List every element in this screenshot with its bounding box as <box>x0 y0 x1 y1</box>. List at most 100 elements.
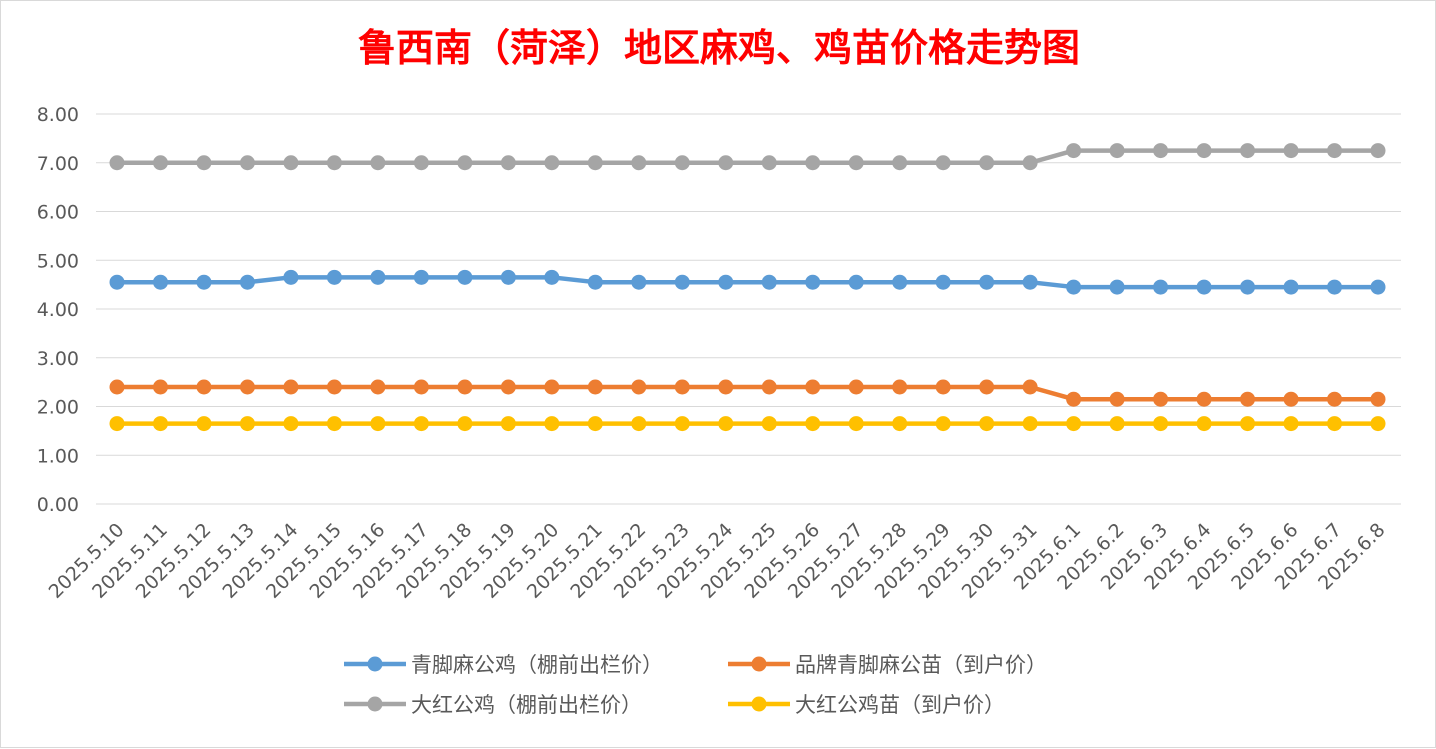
data-point <box>674 155 690 171</box>
data-point <box>283 416 299 432</box>
data-point <box>587 416 603 432</box>
y-tick-label: 3.00 <box>37 348 79 370</box>
data-point <box>544 269 560 285</box>
data-point <box>1109 416 1125 432</box>
data-point <box>109 155 125 171</box>
legend-item: 大红公鸡苗（到户价） <box>728 693 1005 717</box>
data-point <box>1196 143 1212 159</box>
legend-item: 品牌青脚麻公苗（到户价） <box>728 653 1047 677</box>
y-tick-label: 4.00 <box>37 299 79 321</box>
data-point <box>457 155 473 171</box>
data-point <box>761 379 777 395</box>
data-point <box>935 416 951 432</box>
data-point <box>1196 279 1212 295</box>
data-point <box>1240 416 1256 432</box>
data-point <box>674 379 690 395</box>
data-point <box>1370 391 1386 407</box>
data-point <box>979 274 995 290</box>
data-point <box>1283 416 1299 432</box>
series-3 <box>109 416 1386 432</box>
data-point <box>1327 416 1343 432</box>
data-point <box>413 416 429 432</box>
data-point <box>457 416 473 432</box>
data-point <box>544 416 560 432</box>
data-point <box>718 379 734 395</box>
data-point <box>1327 279 1343 295</box>
data-point <box>674 416 690 432</box>
y-axis: 0.00 1.00 2.00 3.00 4.00 5.00 6.00 7.00 8.00 <box>37 104 79 516</box>
data-point <box>979 416 995 432</box>
series-line <box>114 148 1381 165</box>
data-point <box>1370 143 1386 159</box>
data-point <box>500 269 516 285</box>
data-point <box>1066 279 1082 295</box>
data-point <box>413 269 429 285</box>
data-point <box>718 155 734 171</box>
grid-lines <box>96 113 1401 505</box>
data-point <box>1066 416 1082 432</box>
data-point <box>370 269 386 285</box>
data-point <box>587 274 603 290</box>
data-point <box>326 269 342 285</box>
data-point <box>805 274 821 290</box>
data-point <box>848 379 864 395</box>
data-point <box>1240 279 1256 295</box>
legend-label: 品牌青脚麻公苗（到户价） <box>795 653 1047 677</box>
data-point <box>544 379 560 395</box>
data-point <box>283 155 299 171</box>
series-line <box>114 275 1381 290</box>
data-point <box>1240 391 1256 407</box>
legend-label: 大红公鸡苗（到户价） <box>795 693 1005 717</box>
legend: 青脚麻公鸡（棚前出栏价） 品牌青脚麻公苗（到户价） 大红公鸡（棚前出栏价） 大红公鸡苗… <box>344 653 1047 717</box>
data-point <box>805 379 821 395</box>
data-point <box>196 416 212 432</box>
legend-swatch-marker <box>751 696 767 712</box>
data-point <box>892 379 908 395</box>
data-point <box>1240 143 1256 159</box>
data-point <box>196 379 212 395</box>
data-point <box>1370 416 1386 432</box>
legend-swatch-marker <box>367 696 383 712</box>
series-1 <box>109 379 1386 407</box>
series-2 <box>109 143 1386 171</box>
data-point <box>1022 416 1038 432</box>
y-tick-label: 1.00 <box>37 445 79 467</box>
data-point <box>1109 279 1125 295</box>
data-point <box>109 416 125 432</box>
data-point <box>1066 391 1082 407</box>
data-point <box>718 274 734 290</box>
data-point <box>152 155 168 171</box>
data-point <box>935 379 951 395</box>
data-point <box>152 416 168 432</box>
data-point <box>892 155 908 171</box>
y-tick-label: 8.00 <box>37 104 79 126</box>
data-point <box>457 379 473 395</box>
data-point <box>892 416 908 432</box>
data-point <box>979 379 995 395</box>
series-group <box>109 143 1386 432</box>
legend-label: 大红公鸡（棚前出栏价） <box>411 693 642 717</box>
data-point <box>761 155 777 171</box>
data-point <box>761 416 777 432</box>
data-point <box>1153 143 1169 159</box>
data-point <box>109 274 125 290</box>
data-point <box>239 416 255 432</box>
data-point <box>587 155 603 171</box>
data-point <box>152 379 168 395</box>
data-point <box>196 274 212 290</box>
data-point <box>239 155 255 171</box>
data-point <box>761 274 777 290</box>
data-point <box>892 274 908 290</box>
data-point <box>326 155 342 171</box>
legend-swatch-marker <box>751 656 767 672</box>
data-point <box>1153 416 1169 432</box>
data-point <box>848 155 864 171</box>
y-tick-label: 7.00 <box>37 153 79 175</box>
data-point <box>1283 391 1299 407</box>
data-point <box>1022 155 1038 171</box>
data-point <box>674 274 690 290</box>
legend-swatch-marker <box>367 656 383 672</box>
data-point <box>848 274 864 290</box>
